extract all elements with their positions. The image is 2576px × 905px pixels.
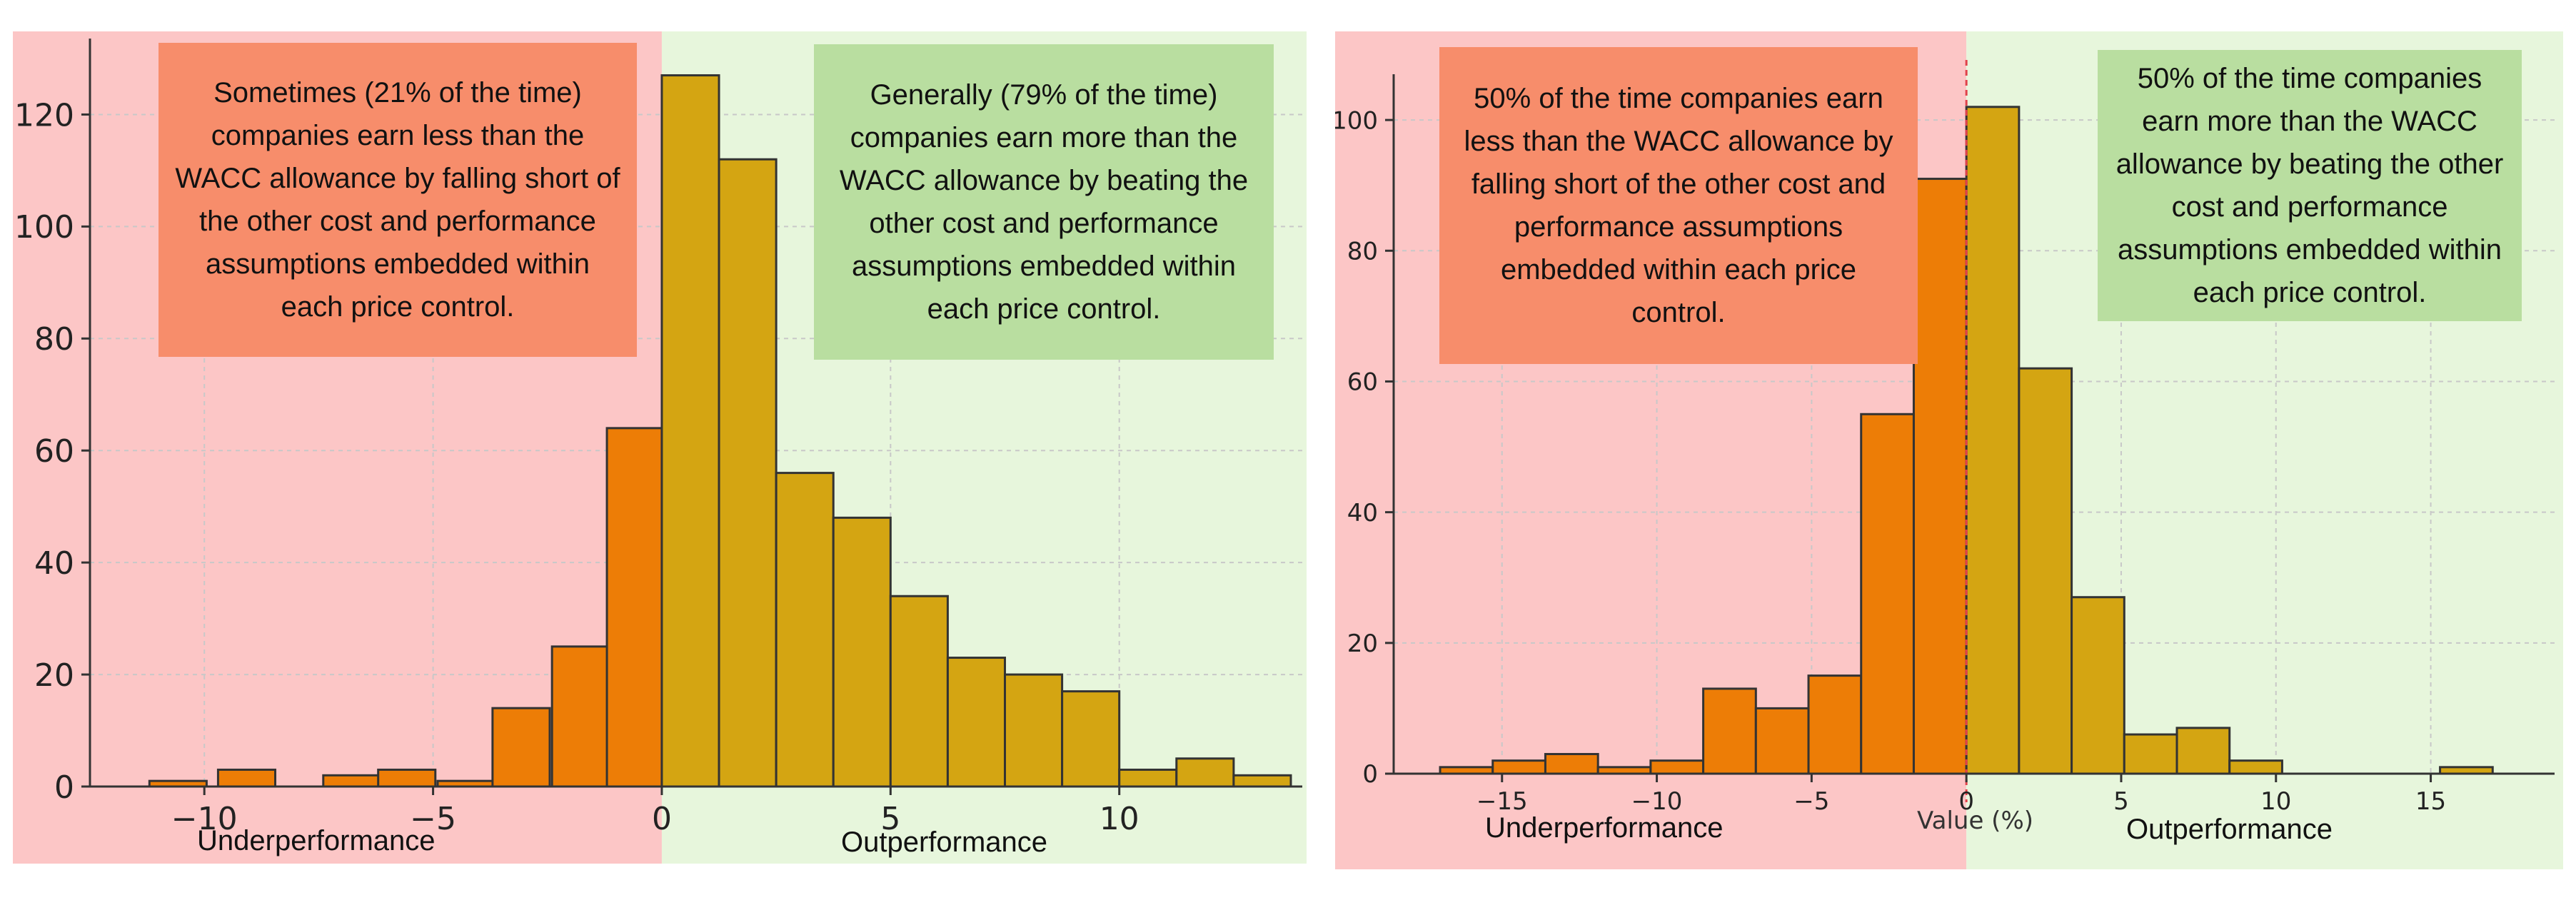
left-underperformance-callout: Sometimes (21% of the time) companies ea… xyxy=(159,43,637,357)
histogram-bar-negative xyxy=(550,645,610,788)
x-tick-label: 0 xyxy=(1958,787,1974,816)
histogram-bar-positive xyxy=(2018,367,2073,775)
y-tick-label: 100 xyxy=(14,209,74,246)
x-tick-label: −15 xyxy=(1476,787,1528,816)
histogram-bar-negative xyxy=(377,768,437,788)
y-tick-label: 80 xyxy=(1347,238,1378,266)
histogram-bar-positive xyxy=(946,657,1007,788)
histogram-bar-negative xyxy=(1702,687,1757,775)
histogram-bar-negative xyxy=(1912,178,1968,775)
left-outperformance-callout: Generally (79% of the time) companies ea… xyxy=(814,44,1274,360)
x-tick-label: −10 xyxy=(1631,787,1683,816)
histogram-bar-negative xyxy=(1649,759,1705,775)
histogram-bar-positive xyxy=(2071,596,2125,775)
histogram-bar-positive xyxy=(1061,690,1121,788)
histogram-bar-negative xyxy=(1754,707,1810,775)
histogram-bar-positive xyxy=(2228,759,2283,775)
histogram-bar-positive xyxy=(660,74,720,788)
x-tick-label: 5 xyxy=(880,801,900,837)
histogram-bar-positive xyxy=(1232,774,1292,788)
x-tick-label: 10 xyxy=(2260,787,2291,816)
x-tick-label: 0 xyxy=(652,801,672,837)
histogram-bar-negative xyxy=(1860,413,1915,775)
y-tick-label: 120 xyxy=(14,97,74,133)
histogram-bar-positive xyxy=(1004,673,1064,788)
histogram-bar-positive xyxy=(832,516,892,788)
y-tick-label: 40 xyxy=(34,545,74,582)
left-outperformance-label: Outperformance xyxy=(841,826,1048,858)
x-tick-label: −5 xyxy=(1793,787,1829,816)
histogram-bar-negative xyxy=(216,768,277,788)
x-tick-label: 5 xyxy=(2113,787,2129,816)
y-tick-label: 20 xyxy=(1347,630,1378,658)
histogram-bar-negative xyxy=(1807,674,1863,775)
x-tick-label: 15 xyxy=(2415,787,2446,816)
y-tick-label: 60 xyxy=(1347,368,1378,397)
histogram-bar-negative xyxy=(1491,759,1546,775)
right-underperformance-label: Underperformance xyxy=(1485,812,1724,844)
histogram-bar-positive xyxy=(718,158,778,788)
histogram-bar-positive xyxy=(1118,768,1178,788)
histogram-bar-negative xyxy=(491,707,551,788)
histogram-bar-positive xyxy=(1175,757,1235,788)
y-tick-label: 60 xyxy=(34,433,74,470)
histogram-bar-negative xyxy=(322,774,382,788)
y-tick-label: 20 xyxy=(34,657,74,694)
histogram-bar-positive xyxy=(889,595,949,788)
histogram-bar-positive xyxy=(2175,727,2231,775)
y-tick-label: 40 xyxy=(1347,499,1378,527)
histogram-bar-negative xyxy=(1544,753,1599,775)
right-underperformance-callout: 50% of the time companies earn less than… xyxy=(1439,47,1918,364)
y-tick-label: 0 xyxy=(54,769,74,806)
x-tick-label: 10 xyxy=(1100,801,1139,837)
right-x-axis-title: Value (%) xyxy=(1917,807,2034,835)
histogram-bar-positive xyxy=(1965,106,2021,775)
histogram-bar-positive xyxy=(2123,733,2178,775)
histogram-bar-positive xyxy=(775,472,835,788)
right-outperformance-callout: 50% of the time companies earn more than… xyxy=(2098,50,2522,321)
right-outperformance-label: Outperformance xyxy=(2126,814,2333,845)
left-histogram-panel: 0 20 40 60 80 100 120 −10 −5 0 5 10 Sometimes (21% … xyxy=(13,31,1307,864)
y-tick-label: 100 xyxy=(1335,106,1378,135)
left-underperformance-label: Underperformance xyxy=(197,825,436,856)
histogram-bar-negative xyxy=(605,427,663,788)
x-tick-label: −10 xyxy=(171,801,238,837)
y-tick-label: 0 xyxy=(1362,760,1378,789)
right-histogram-panel: 0 20 40 60 80 100 −15 −10 −5 0 5 10 15 50% of the ti… xyxy=(1335,31,2563,869)
x-tick-label: −5 xyxy=(410,801,456,837)
y-tick-label: 80 xyxy=(34,321,74,358)
